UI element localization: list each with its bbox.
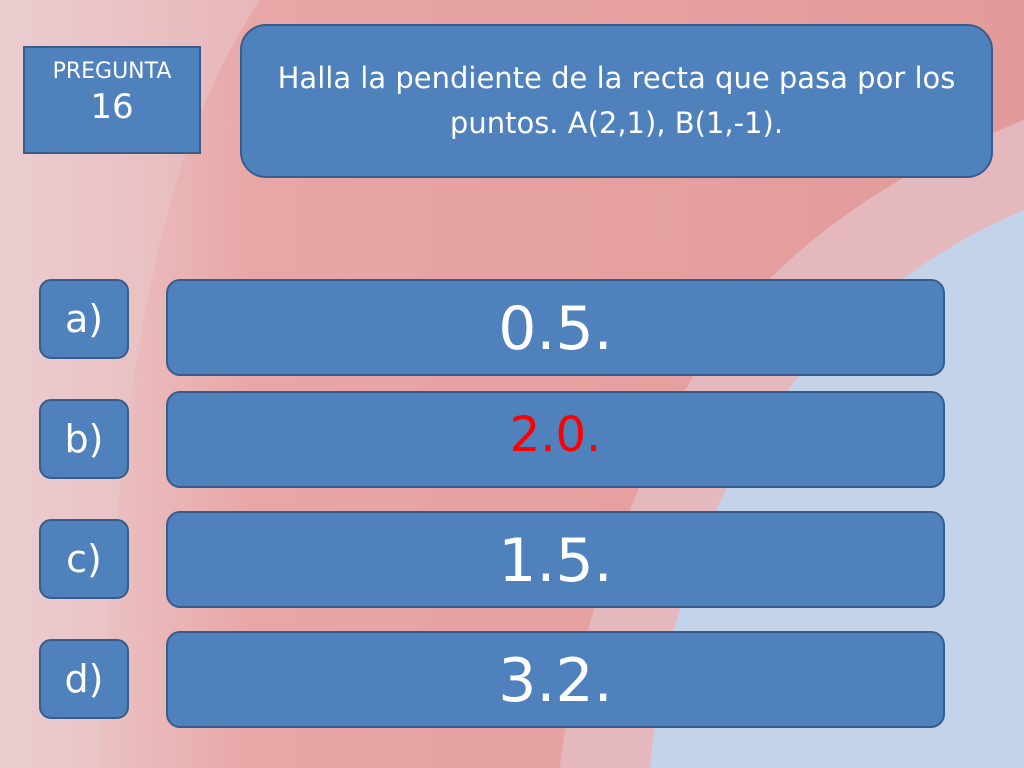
- option-a-letter-label: a): [65, 297, 103, 341]
- question-box: Halla la pendiente de la recta que pasa …: [240, 24, 993, 178]
- option-d-value: 3.2.: [498, 643, 613, 719]
- option-d-letter-label: d): [65, 657, 104, 701]
- option-c-letter-label: c): [66, 537, 102, 581]
- question-text: Halla la pendiente de la recta que pasa …: [272, 56, 961, 146]
- option-a-button[interactable]: 0.5.: [166, 279, 945, 376]
- question-number-box: PREGUNTA 16: [23, 46, 201, 154]
- option-a-letter[interactable]: a): [39, 279, 129, 359]
- option-c-letter[interactable]: c): [39, 519, 129, 599]
- option-d-letter[interactable]: d): [39, 639, 129, 719]
- option-d-button[interactable]: 3.2.: [166, 631, 945, 728]
- option-b-button[interactable]: 2.0.: [166, 391, 945, 488]
- question-number-value: 16: [90, 86, 133, 128]
- option-a-value: 0.5.: [498, 291, 613, 367]
- question-number-label: PREGUNTA: [53, 58, 172, 86]
- option-b-letter[interactable]: b): [39, 399, 129, 479]
- option-c-value: 1.5.: [498, 523, 613, 599]
- option-c-button[interactable]: 1.5.: [166, 511, 945, 608]
- option-b-value: 2.0.: [510, 403, 602, 467]
- option-b-letter-label: b): [65, 417, 104, 461]
